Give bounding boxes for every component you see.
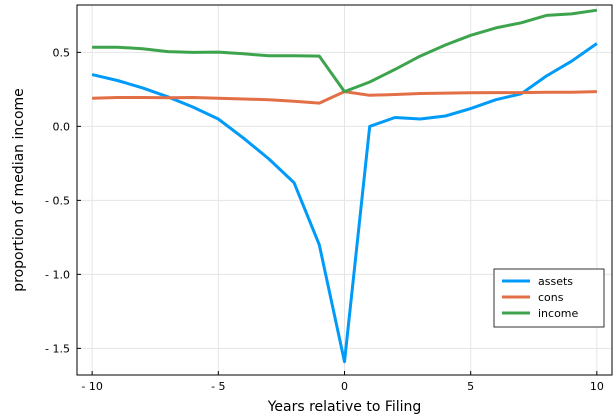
x-axis-title: Years relative to Filing — [267, 399, 422, 415]
legend-label-income: income — [538, 307, 579, 320]
legend-items: assets cons income — [502, 275, 579, 320]
x-tick-label: - 10 — [81, 380, 102, 393]
legend: assets cons income — [493, 268, 605, 328]
x-tick-label: 0 — [341, 380, 348, 393]
axis-ticks: - 10 - 5 0 5 10 0.5 0.0 - 0.5 - 1.0 - 1.5 — [45, 46, 604, 393]
y-tick-label: - 1.0 — [45, 268, 70, 281]
series-lines — [91, 8, 598, 364]
x-tick-label: 5 — [467, 380, 474, 393]
y-tick-label: - 0.5 — [45, 194, 70, 207]
series-line-income — [92, 8, 598, 94]
x-tick-label: 10 — [590, 380, 604, 393]
y-tick-label: - 1.5 — [45, 342, 70, 355]
y-tick-label: 0.5 — [53, 46, 71, 59]
legend-label-cons: cons — [538, 291, 564, 304]
y-axis-title: proportion of median income — [11, 88, 27, 292]
x-tick-label: - 5 — [211, 380, 225, 393]
series-line-assets — [91, 42, 598, 364]
legend-label-assets: assets — [538, 275, 573, 288]
y-tick-label: 0.0 — [53, 120, 71, 133]
